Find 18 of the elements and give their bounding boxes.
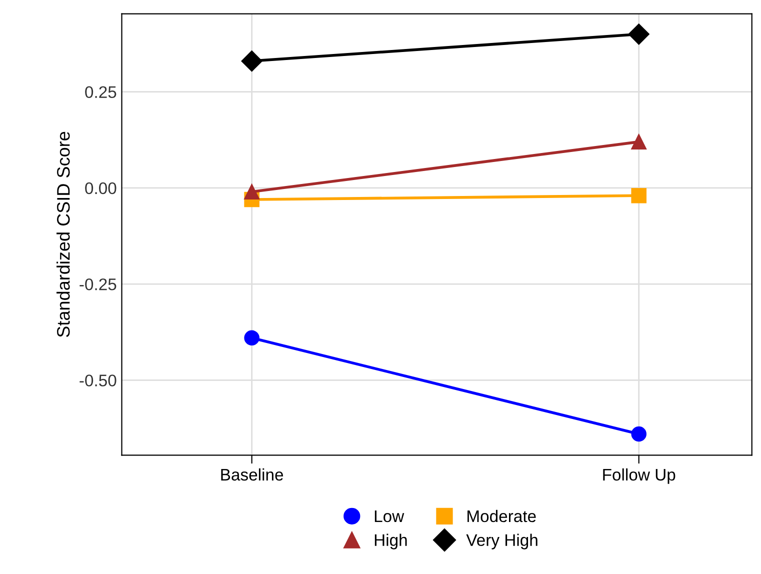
y-tick-label: -0.25	[80, 278, 116, 290]
point	[244, 330, 260, 346]
legend-label: Very High	[466, 534, 538, 550]
x-tick-label: Follow Up	[603, 468, 676, 484]
y-tick-label: -0.50	[80, 374, 116, 386]
y-tick-label: 0.00	[85, 182, 116, 194]
point	[631, 134, 646, 150]
y-tick-label: 0.25	[85, 86, 116, 98]
y-axis-title: Standardized CSID Score	[56, 132, 70, 338]
legend-label: Low	[374, 510, 404, 522]
point	[631, 426, 646, 442]
point	[628, 24, 650, 45]
point	[244, 184, 260, 200]
point	[241, 50, 262, 72]
point	[631, 188, 646, 204]
x-tick-label: Baseline	[221, 468, 284, 481]
legend-label: Moderate	[468, 510, 536, 522]
legend-label: High	[374, 534, 407, 550]
